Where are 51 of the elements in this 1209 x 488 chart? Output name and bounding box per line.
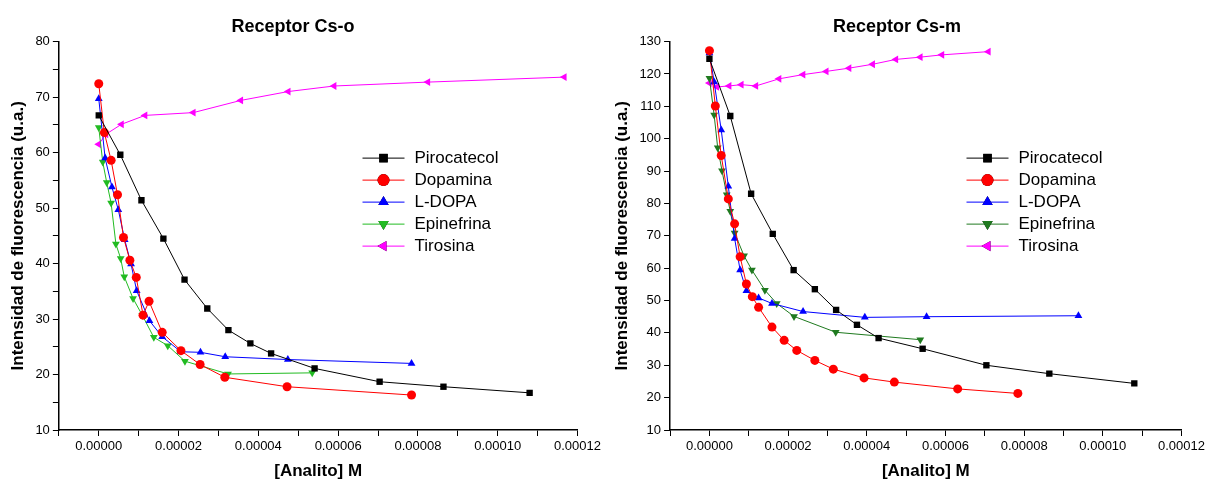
y-axis-title: Intensidad de fluorescencia (u.a.) [7,101,27,371]
y-tick-label: 10 [646,421,662,437]
legend-label: Epinefrina [1018,213,1096,233]
y-tick-label: 90 [646,162,662,178]
legend-label: Dopamina [414,169,493,189]
y-tick-label: 110 [640,97,662,113]
x-axis-title: [Analito] M [881,461,970,481]
x-tick-label: 0.00012 [554,438,601,454]
chart-title: Receptor Cs-o [231,15,355,36]
x-tick-label: 0.00006 [921,438,969,454]
x-tick-label: 0.00010 [474,438,522,454]
y-tick-label: 30 [646,356,662,372]
x-tick-label: 0.00002 [155,438,203,454]
legend-label: Epinefrina [414,213,492,233]
x-axis-title: [Analito] M [274,461,363,481]
legend-label: L-DOPA [414,191,478,211]
x-tick-label: 0.00008 [1000,438,1048,454]
y-tick-label: 50 [646,292,662,308]
y-tick-label: 120 [639,65,662,81]
legend-label: Tirosina [414,235,475,255]
x-tick-label: 0.00008 [394,438,442,454]
legend-label: Pirocatecol [1018,147,1103,167]
y-tick-label: 80 [35,33,50,49]
y-tick-label: 10 [35,421,50,437]
y-tick-label: 40 [646,324,662,340]
y-tick-label: 20 [646,389,662,405]
legend-label: Pirocatecol [414,147,499,167]
y-tick-label: 70 [646,227,662,243]
y-tick-label: 100 [639,130,662,146]
x-tick-label: 0.00010 [1079,438,1127,454]
y-tick-label: 80 [646,195,662,211]
y-axis-title: Intensidad de fluorescencia (u.a.) [611,101,631,371]
y-tick-label: 60 [646,259,662,275]
legend-label: L-DOPA [1018,191,1082,211]
x-tick-label: 0.00002 [764,438,812,454]
x-tick-label: 0.00004 [843,438,891,454]
y-tick-label: 30 [35,310,50,326]
x-tick-label: 0.00004 [234,438,282,454]
y-tick-label: 50 [35,199,50,215]
chart-title: Receptor Cs-m [832,15,962,36]
y-tick-label: 130 [639,33,662,49]
x-tick-label: 0.00012 [1158,438,1205,454]
legend-label: Tirosina [1018,235,1079,255]
x-tick-label: 0.00000 [685,438,733,454]
legend-label: Dopamina [1018,169,1097,189]
x-tick-label: 0.00000 [75,438,123,454]
y-tick-label: 60 [35,144,50,160]
y-tick-label: 70 [35,88,50,104]
x-tick-label: 0.00006 [314,438,362,454]
y-tick-label: 20 [35,366,50,382]
y-tick-label: 40 [35,255,50,271]
